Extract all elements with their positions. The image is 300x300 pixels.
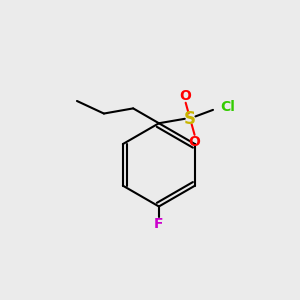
Text: Cl: Cl: [221, 100, 236, 114]
Text: O: O: [180, 89, 192, 103]
Text: S: S: [184, 110, 196, 128]
Text: F: F: [154, 217, 164, 231]
Text: O: O: [189, 135, 200, 149]
